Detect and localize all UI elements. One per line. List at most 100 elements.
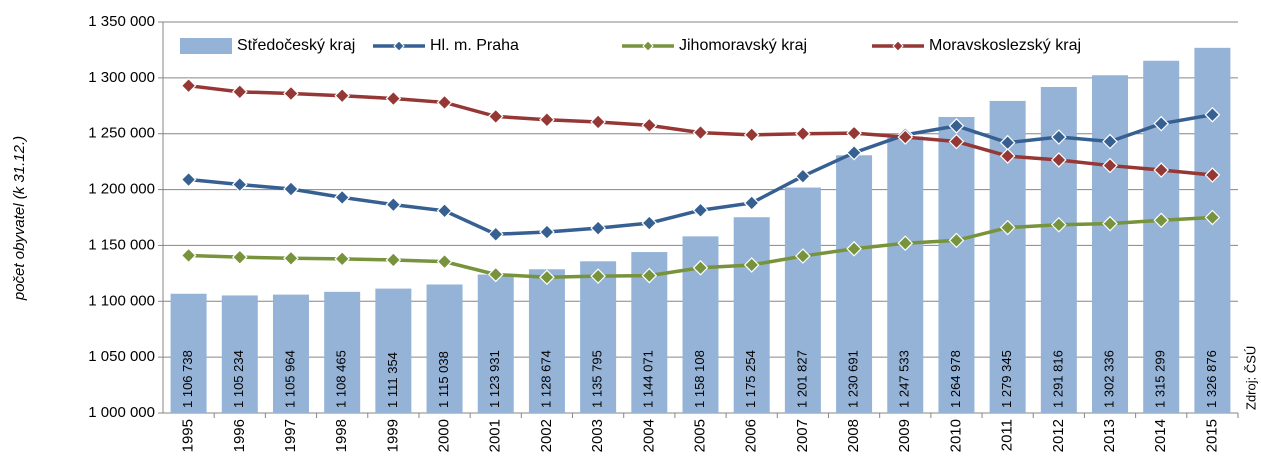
marker <box>1102 133 1118 150</box>
x-tick-label: 2001 <box>487 419 504 452</box>
marker <box>692 124 709 141</box>
marker <box>948 118 965 134</box>
bar <box>170 293 207 413</box>
bar-label: 1 123 931 <box>487 350 502 408</box>
bar <box>324 291 361 413</box>
marker <box>1204 106 1221 123</box>
x-tick-label: 2012 <box>1050 419 1067 452</box>
marker <box>334 189 351 206</box>
bar-label: 1 291 816 <box>1050 350 1065 408</box>
marker <box>641 267 658 284</box>
bar <box>426 284 463 413</box>
marker <box>948 232 965 249</box>
legend-label: Hl. m. Praha <box>430 37 519 54</box>
marker <box>385 196 402 213</box>
x-tick-label: 2005 <box>691 419 708 452</box>
marker <box>795 125 811 142</box>
bar <box>784 187 821 413</box>
x-tick-label: 2015 <box>1203 419 1220 452</box>
marker <box>590 220 606 236</box>
x-tick-label: 2014 <box>1152 419 1169 452</box>
marker <box>283 181 299 197</box>
x-tick-label: 2006 <box>743 419 760 452</box>
marker <box>539 111 555 128</box>
marker <box>641 215 658 231</box>
bar-label: 1 135 795 <box>590 350 605 408</box>
marker <box>1050 152 1067 168</box>
marker <box>487 266 504 283</box>
bar <box>580 261 617 413</box>
x-tick-label: 2002 <box>538 419 555 452</box>
bar-label: 1 326 876 <box>1204 350 1219 408</box>
bar-label: 1 264 978 <box>948 350 963 408</box>
marker <box>948 133 965 150</box>
bar <box>836 155 873 413</box>
bar-label: 1 158 108 <box>692 350 707 408</box>
legend-marker <box>892 40 904 52</box>
marker <box>180 247 197 264</box>
marker <box>897 235 914 252</box>
legend-label: Středočeský kraj <box>237 37 355 54</box>
x-tick-label: 2000 <box>436 419 453 452</box>
marker <box>590 268 606 284</box>
marker <box>1153 115 1170 132</box>
y-tick-label: 1 350 000 <box>88 13 155 30</box>
bar-label: 1 247 533 <box>897 350 912 408</box>
source: Zdroj: ČSÚ <box>1243 346 1258 410</box>
marker <box>999 148 1016 164</box>
y-axis-label: počet obyvatel (k 31.12.) <box>11 136 28 301</box>
marker <box>231 249 248 266</box>
legend-label: Jihomoravský kraj <box>679 37 807 54</box>
y-tick-label: 1 000 000 <box>88 404 155 421</box>
marker <box>897 129 914 145</box>
bar-label: 1 144 071 <box>641 350 656 408</box>
marker <box>436 202 453 219</box>
marker <box>385 252 402 268</box>
bar-label: 1 315 299 <box>1153 350 1168 408</box>
marker <box>743 257 760 273</box>
marker <box>231 83 248 100</box>
marker <box>846 125 862 142</box>
marker <box>283 250 299 267</box>
x-tick-label: 2011 <box>999 419 1016 451</box>
marker <box>231 176 248 193</box>
marker <box>1153 162 1170 178</box>
marker <box>999 219 1016 236</box>
x-tick-label: 2010 <box>947 419 964 452</box>
marker <box>1153 212 1170 229</box>
marker <box>1102 215 1118 232</box>
bar <box>733 217 770 413</box>
marker <box>180 171 197 188</box>
marker <box>590 114 606 130</box>
x-tick-label: 2008 <box>845 419 862 452</box>
y-tick-label: 1 050 000 <box>88 348 155 365</box>
x-tick-label: 2003 <box>589 419 606 452</box>
marker <box>743 126 760 143</box>
y-tick-label: 1 150 000 <box>88 236 155 253</box>
marker <box>436 94 453 111</box>
legend-swatch <box>180 38 232 54</box>
marker <box>436 253 453 270</box>
bar-label: 1 279 345 <box>999 350 1014 408</box>
marker <box>1050 216 1067 233</box>
marker <box>487 108 504 125</box>
bar-label: 1 175 254 <box>743 350 758 408</box>
y-tick-label: 1 250 000 <box>88 125 155 142</box>
bar-label: 1 128 674 <box>538 350 553 408</box>
bar <box>221 295 258 413</box>
bar <box>938 116 975 413</box>
bar-label: 1 105 964 <box>282 350 297 408</box>
bar <box>528 269 565 413</box>
marker <box>1204 167 1221 183</box>
x-tick-label: 1997 <box>282 419 299 452</box>
x-tick-label: 2004 <box>640 419 657 452</box>
bar-label: 1 111 354 <box>385 352 400 408</box>
marker <box>846 144 862 161</box>
x-tick-label: 1998 <box>333 419 350 452</box>
x-tick-label: 1995 <box>180 419 197 452</box>
marker <box>1050 129 1067 145</box>
marker <box>795 168 811 185</box>
bar-label: 1 201 827 <box>794 350 809 408</box>
x-tick-label: 1999 <box>384 419 401 452</box>
